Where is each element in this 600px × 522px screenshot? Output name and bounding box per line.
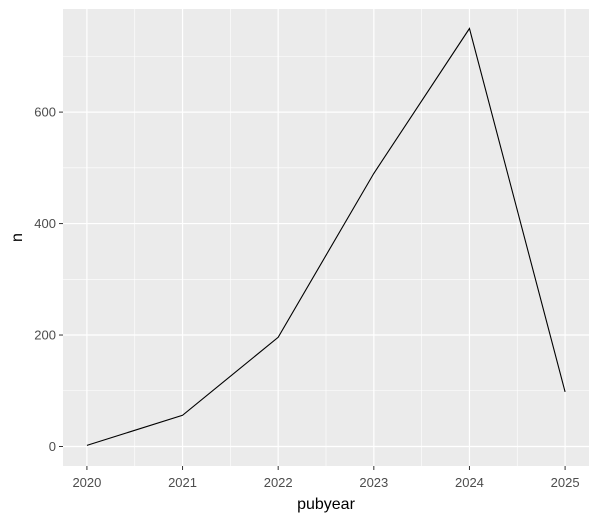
x-tick-label: 2022 <box>264 475 293 490</box>
x-tick-label: 2024 <box>455 475 484 490</box>
y-tick-label: 200 <box>34 328 56 343</box>
x-tick-label: 2021 <box>168 475 197 490</box>
x-axis-title: pubyear <box>297 496 355 513</box>
y-axis-ticks: 0 200 400 600 <box>34 105 63 454</box>
series-line <box>86 27 566 446</box>
minor-gridlines-x <box>134 9 518 466</box>
major-gridlines-y <box>63 111 589 448</box>
y-axis-title: n <box>9 233 26 242</box>
x-axis-ticks: 2020 2021 2022 2023 2024 2025 <box>72 466 580 490</box>
x-tick-label: 2023 <box>359 475 388 490</box>
y-tick-label: 600 <box>34 105 56 120</box>
x-tick-label: 2020 <box>72 475 101 490</box>
y-tick-label: 0 <box>49 439 56 454</box>
y-tick-label: 400 <box>34 216 56 231</box>
x-tick-label: 2025 <box>551 475 580 490</box>
